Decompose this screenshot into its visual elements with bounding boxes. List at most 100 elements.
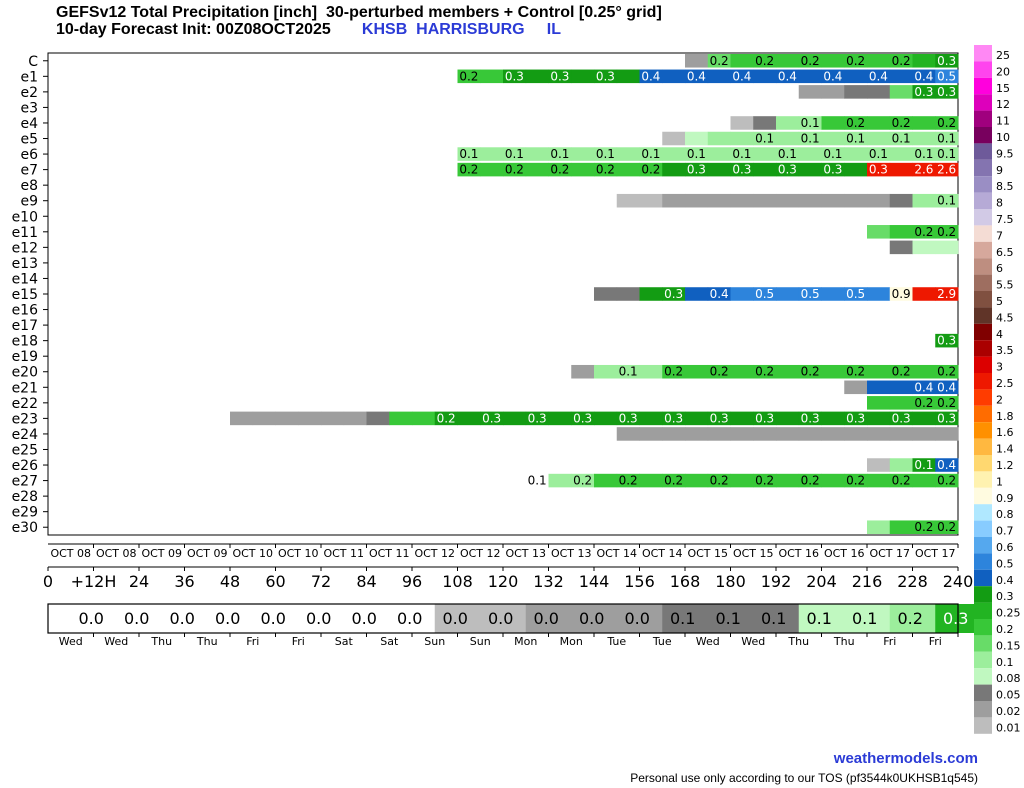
heatmap-cell [662,193,686,208]
chart-title: GEFSv12 Total Precipitation [inch] 30-pe… [56,4,662,21]
heatmap-cell [412,411,436,426]
heatmap-cell [480,69,504,84]
date-tick-label: OCT 16 [778,547,819,560]
hour-tick-label: 204 [806,572,837,591]
heatmap-cell [707,131,731,146]
heatmap-cell [707,473,731,488]
heatmap-cell [571,147,595,161]
heatmap-cell [298,411,322,426]
heatmap-cell [844,427,868,441]
heatmap-cell [912,364,936,379]
legend-label: 1.8 [996,410,1014,423]
heatmap-cell [935,411,959,426]
heatmap-cell [867,54,891,68]
heatmap-cell [753,116,777,130]
legend-swatch [974,553,992,570]
heatmap-cell [889,54,913,68]
heatmap-cell [685,364,709,379]
heatmap-cell [685,131,709,146]
mean-value-label: 0.0 [624,609,649,628]
cell-value-label: 0.3 [482,411,501,425]
cell-value-label: 0.4 [914,69,933,83]
chart-subtitle: 10-day Forecast Init: 00Z08OCT2025 KHSB … [56,21,561,39]
heatmap-cell [844,473,868,488]
heatmap-cell [912,116,936,130]
heatmap-cell [867,458,891,472]
heatmap-cell [935,473,959,488]
hour-tick-label: 72 [311,572,331,591]
heatmap-cell [844,147,868,161]
heatmap-cell [889,411,913,426]
cell-value-label: 0.2 [892,116,911,130]
cell-value-label: 0.2 [801,474,820,488]
mean-value-label: 0.1 [852,609,877,628]
cell-value-label: 0.1 [937,194,956,208]
heatmap-cell [685,287,709,301]
heatmap-cell [821,364,845,379]
heatmap-cell [685,193,709,208]
heatmap-cell [594,69,618,84]
date-tick-label: OCT 17 [869,547,910,560]
day-tick-label: Sat [380,635,399,648]
mean-value-label: 0.0 [215,609,240,628]
heatmap-cell [889,364,913,379]
legend-swatch [974,77,992,95]
heatmap-cell [798,147,822,161]
cell-value-label: 0.2 [846,474,865,488]
member-label: e12 [12,240,38,256]
heatmap-cell [867,473,891,488]
cell-value-label: 0.3 [937,411,956,425]
member-label: e15 [12,287,38,303]
cell-value-label: 0.2 [505,163,524,177]
brand-link[interactable]: weathermodels.com [833,750,978,767]
tos-notice: Personal use only according to our TOS (… [630,771,978,785]
day-tick-label: Tue [652,635,672,648]
heatmap-cell [639,427,663,441]
day-tick-label: Fri [929,635,942,648]
heatmap-cell [912,240,936,255]
mean-value-label: 0.0 [124,609,149,628]
member-label: e16 [12,303,39,319]
mean-value-label: 0.0 [78,609,103,628]
cell-value-label: 0.2 [914,225,933,239]
legend-label: 15 [996,82,1010,95]
heatmap-cell [639,364,663,379]
hour-tick-label: 120 [488,572,519,591]
heatmap-cell [844,69,868,84]
heatmap-cell [503,411,527,426]
heatmap-cell [798,411,822,426]
heatmap-cell [707,147,731,161]
member-label: e21 [12,380,38,396]
mean-value-label: 0.1 [670,609,695,628]
legend-label: 1.2 [996,459,1014,472]
heatmap-cell [935,240,959,255]
mean-cell [798,604,845,633]
legend-label: 0.7 [996,525,1014,538]
day-tick-label: Thu [150,635,172,648]
date-tick-label: OCT 09 [141,547,182,560]
date-tick-label: OCT 11 [323,547,364,560]
heatmap-cell [776,427,800,441]
heatmap-cell [776,287,800,301]
cell-value-label: 0.2 [596,163,615,177]
cell-value-label: 0.3 [914,85,933,99]
hour-tick-label: 36 [174,572,194,591]
legend-swatch [974,241,992,259]
heatmap-cell [730,193,754,208]
heatmap-cell [548,162,572,177]
heatmap-cell [912,54,936,68]
legend-swatch [974,127,992,144]
day-tick-label: Wed [59,635,83,648]
heatmap-cell [503,147,527,161]
heatmap-cell [389,411,413,426]
heatmap-cell [798,287,822,301]
legend-label: 12 [996,98,1010,111]
mean-cell [889,604,936,633]
heatmap-cell [821,473,845,488]
heatmap-cell [753,131,777,146]
heatmap-cell [707,69,731,84]
heatmap-cell [685,427,709,441]
cell-value-label: 0.2 [892,54,911,68]
heatmap-cell [685,69,709,84]
